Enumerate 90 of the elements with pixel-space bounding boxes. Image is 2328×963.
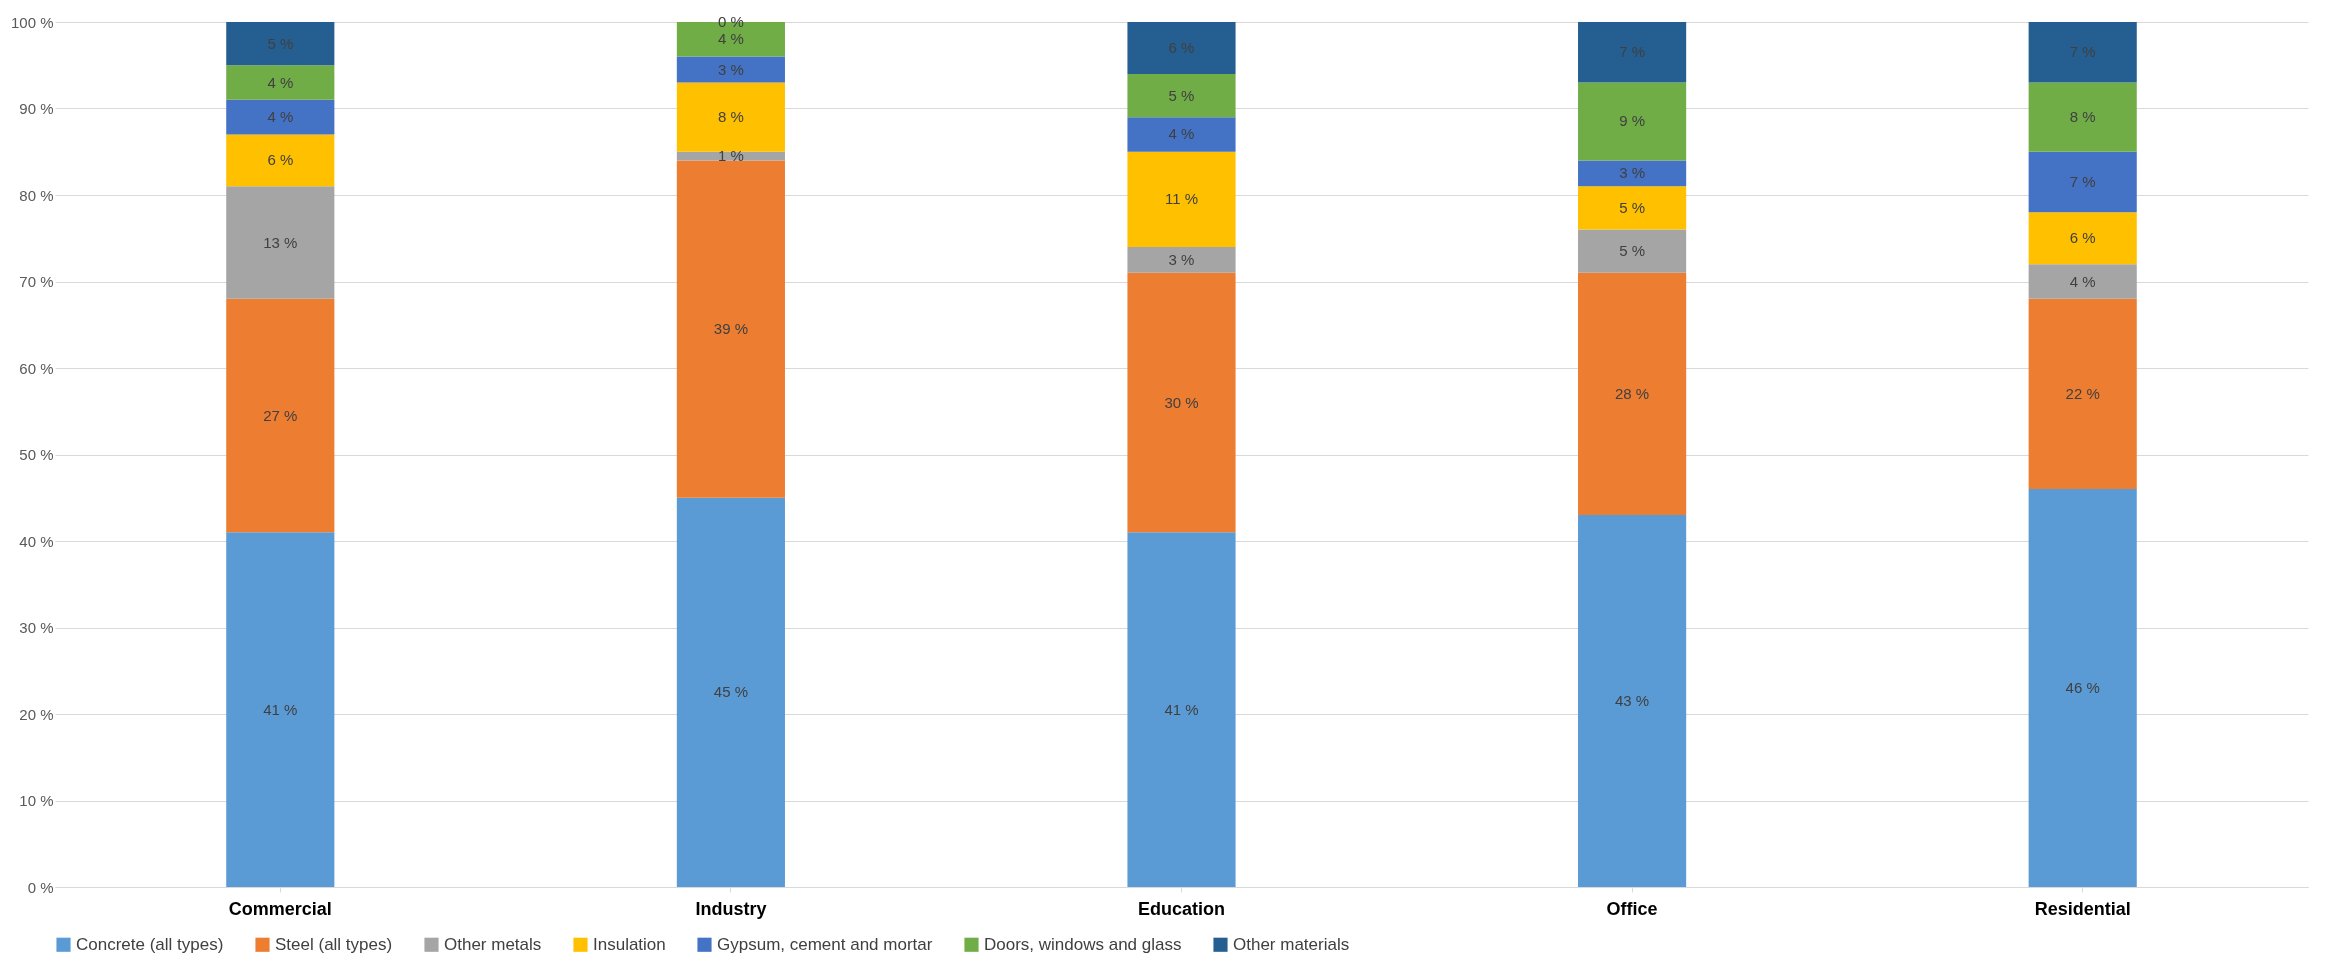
legend-label: Gypsum, cement and mortar [717, 934, 933, 954]
data-label: 28 % [1615, 384, 1650, 402]
x-tick-label: Commercial [228, 898, 332, 919]
bar [226, 298, 335, 533]
bar [1578, 160, 1687, 187]
bar [1578, 82, 1687, 161]
data-label: 4 % [2069, 272, 2096, 290]
bar [226, 22, 335, 66]
bar [1127, 73, 1236, 118]
bar [676, 160, 785, 498]
x-tick-label: Industry [695, 898, 767, 919]
data-label: 27 % [263, 406, 298, 424]
bar [1127, 117, 1236, 152]
y-tick-label: 40 % [19, 532, 54, 550]
y-tick-label: 60 % [19, 359, 54, 377]
legend-label: Insulation [593, 934, 666, 954]
data-label: 5 % [267, 34, 294, 52]
bar [2028, 264, 2137, 299]
y-tick-label: 0 % [27, 878, 54, 896]
legend-label: Concrete (all types) [76, 934, 224, 954]
bar [676, 56, 785, 83]
y-tick-label: 70 % [19, 273, 54, 290]
data-label: 1 % [717, 147, 744, 165]
bar [676, 82, 785, 152]
data-label: 4 % [267, 73, 294, 91]
y-tick-label: 30 % [19, 619, 54, 636]
data-label: 41 % [1164, 700, 1199, 718]
bar [226, 99, 335, 135]
bar [2028, 82, 2137, 152]
y-tick-label: 20 % [19, 705, 54, 723]
y-tick-label: 10 % [19, 792, 54, 809]
x-tick-label: Residential [2034, 898, 2131, 919]
bar [1127, 532, 1236, 887]
data-label: 45 % [713, 683, 748, 701]
bar [1578, 186, 1687, 230]
data-label: 13 % [263, 233, 298, 251]
data-label: 22 % [2065, 384, 2100, 402]
bar [226, 532, 335, 887]
data-label: 4 % [267, 108, 294, 126]
data-label: 11 % [1164, 190, 1199, 208]
data-label: 39 % [713, 320, 748, 338]
bar [1127, 151, 1236, 247]
y-tick-label: 80 % [19, 186, 54, 204]
data-label: 4 % [1168, 125, 1195, 143]
y-tick-label: 100 % [10, 13, 54, 31]
bar [226, 134, 335, 187]
legend-label: Other metals [444, 934, 542, 954]
bar [1127, 22, 1236, 74]
data-label: 30 % [1164, 393, 1199, 411]
data-label: 9 % [1619, 112, 1646, 130]
data-label: 6 % [2069, 229, 2096, 247]
legend-label: Other materials [1233, 934, 1350, 954]
data-label: 8 % [2069, 108, 2096, 126]
legend-label: Doors, windows and glass [984, 934, 1182, 954]
bar [1578, 272, 1687, 516]
bar [226, 186, 335, 299]
data-label: 6 % [1168, 38, 1195, 56]
y-tick-label: 50 % [19, 446, 54, 463]
bar [676, 497, 785, 887]
data-label: 0 % [717, 13, 744, 30]
data-label: 5 % [1168, 86, 1195, 104]
bar [1127, 272, 1236, 533]
data-label: 4 % [717, 30, 744, 48]
data-label: 7 % [1619, 43, 1646, 61]
bar [226, 65, 335, 100]
data-label: 5 % [1619, 242, 1646, 260]
x-tick-label: Office [1606, 898, 1658, 919]
data-label: 41 % [263, 700, 298, 718]
bar [2028, 298, 2137, 490]
data-label: 5 % [1619, 198, 1646, 216]
data-label: 6 % [267, 151, 294, 169]
data-label: 7 % [2069, 173, 2096, 191]
x-tick-label: Education [1137, 898, 1226, 919]
data-label: 3 % [1168, 250, 1195, 268]
y-tick-label: 90 % [19, 100, 54, 117]
data-label: 3 % [1619, 164, 1646, 182]
bar [1578, 22, 1687, 83]
legend-label: Steel (all types) [275, 934, 393, 954]
bar [2028, 151, 2137, 213]
data-label: 7 % [2069, 43, 2096, 61]
bar [1127, 246, 1236, 273]
data-label: 3 % [717, 60, 744, 78]
bar [1578, 229, 1687, 273]
data-label: 43 % [1615, 692, 1650, 710]
data-label: 8 % [717, 108, 744, 126]
bar [2028, 489, 2137, 887]
bar [2028, 22, 2137, 83]
bar [1578, 515, 1687, 887]
bar [2028, 212, 2137, 265]
data-label: 46 % [2065, 679, 2100, 697]
